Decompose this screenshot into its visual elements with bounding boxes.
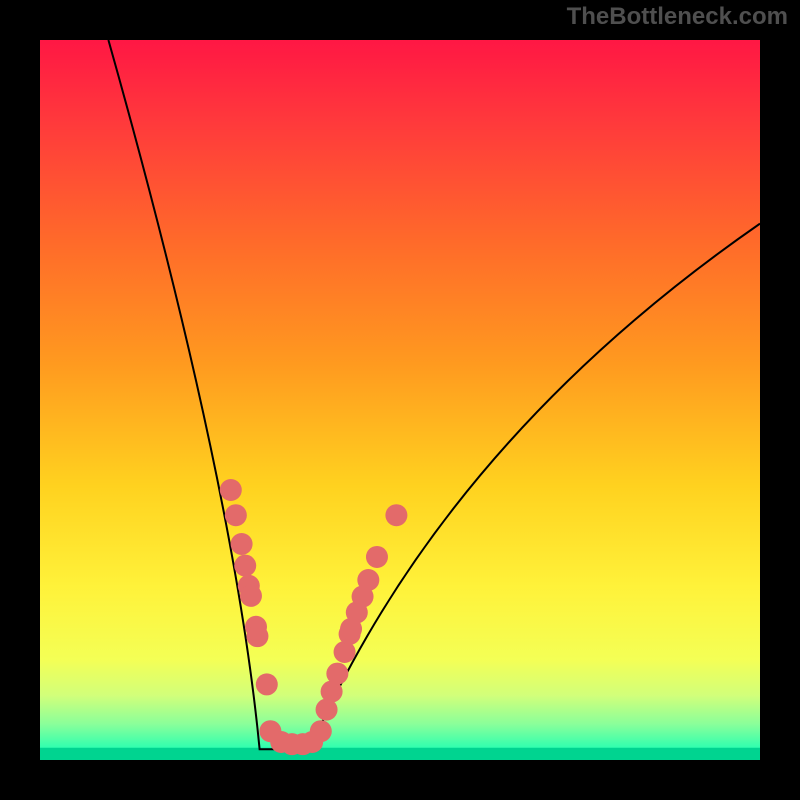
marker-dot — [256, 673, 278, 695]
marker-dot — [385, 504, 407, 526]
marker-dot — [366, 546, 388, 568]
bottleneck-chart: TheBottleneck.com — [0, 0, 800, 800]
watermark-text: TheBottleneck.com — [567, 3, 788, 30]
marker-dot — [234, 555, 256, 577]
marker-dot — [240, 585, 262, 607]
bottom-green-band — [40, 748, 760, 760]
marker-dot — [231, 533, 253, 555]
marker-dot — [246, 625, 268, 647]
marker-dot — [357, 569, 379, 591]
plot-background — [40, 40, 760, 760]
marker-dot — [310, 720, 332, 742]
marker-dot — [225, 504, 247, 526]
marker-dot — [326, 663, 348, 685]
marker-dot — [220, 479, 242, 501]
